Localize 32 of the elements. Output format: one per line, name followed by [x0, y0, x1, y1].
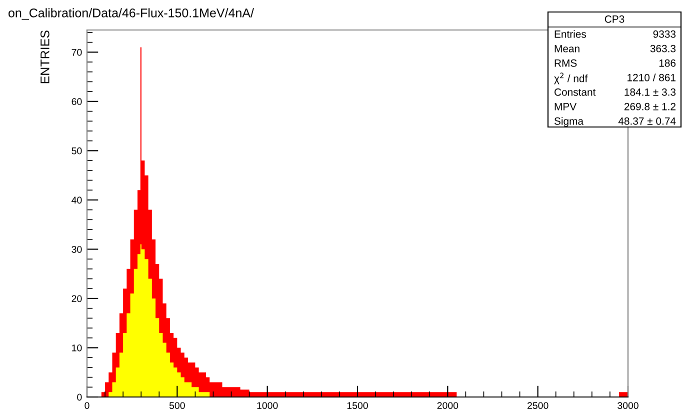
- x-tick-label: 500: [169, 402, 185, 409]
- y-tick-label: 20: [72, 295, 82, 302]
- text: 363.3: [650, 44, 676, 52]
- x-tick-label: 2500: [528, 402, 548, 409]
- text: 9333: [653, 30, 676, 38]
- y-tick-label: 70: [72, 48, 82, 56]
- chart-title: on_Calibration/Data/46-Flux-150.1MeV/4nA/: [8, 8, 254, 20]
- annotation: Entries: [554, 30, 586, 38]
- annotation: Sigma: [554, 117, 584, 127]
- y-axis-title: ENTRIES: [40, 30, 50, 84]
- x-tick-label: 1500: [347, 402, 368, 409]
- annotation: 48.37 ± 0.74: [618, 117, 676, 125]
- y-tick-label: 30: [72, 246, 82, 253]
- x-tick-label: 1000: [257, 402, 278, 409]
- annotation: 269.8 ± 1.2: [624, 102, 676, 110]
- y-tick-label: 50: [72, 147, 82, 154]
- annotation: Constant: [554, 88, 596, 96]
- x-tick-label: 3000: [618, 402, 638, 409]
- annotation: χ$^{2}$ / ndf: [554, 72, 588, 84]
- annotation: Mean: [554, 45, 580, 52]
- x-tick-label: 2000: [437, 402, 458, 409]
- annotation: MPV: [554, 103, 577, 110]
- y-tick-label: 10: [72, 344, 82, 352]
- y-tick-label: 60: [72, 98, 82, 106]
- text: 186: [659, 59, 676, 67]
- y-tick-label: 40: [72, 196, 82, 204]
- y-tick-label: 0: [77, 394, 82, 401]
- annotation: RMS: [554, 59, 577, 67]
- x-tick-label: 0: [84, 402, 90, 409]
- annotation: 184.1 ± 3.3: [624, 88, 676, 96]
- text: CP3: [604, 15, 624, 23]
- annotation: 1210 / 861: [628, 74, 676, 82]
